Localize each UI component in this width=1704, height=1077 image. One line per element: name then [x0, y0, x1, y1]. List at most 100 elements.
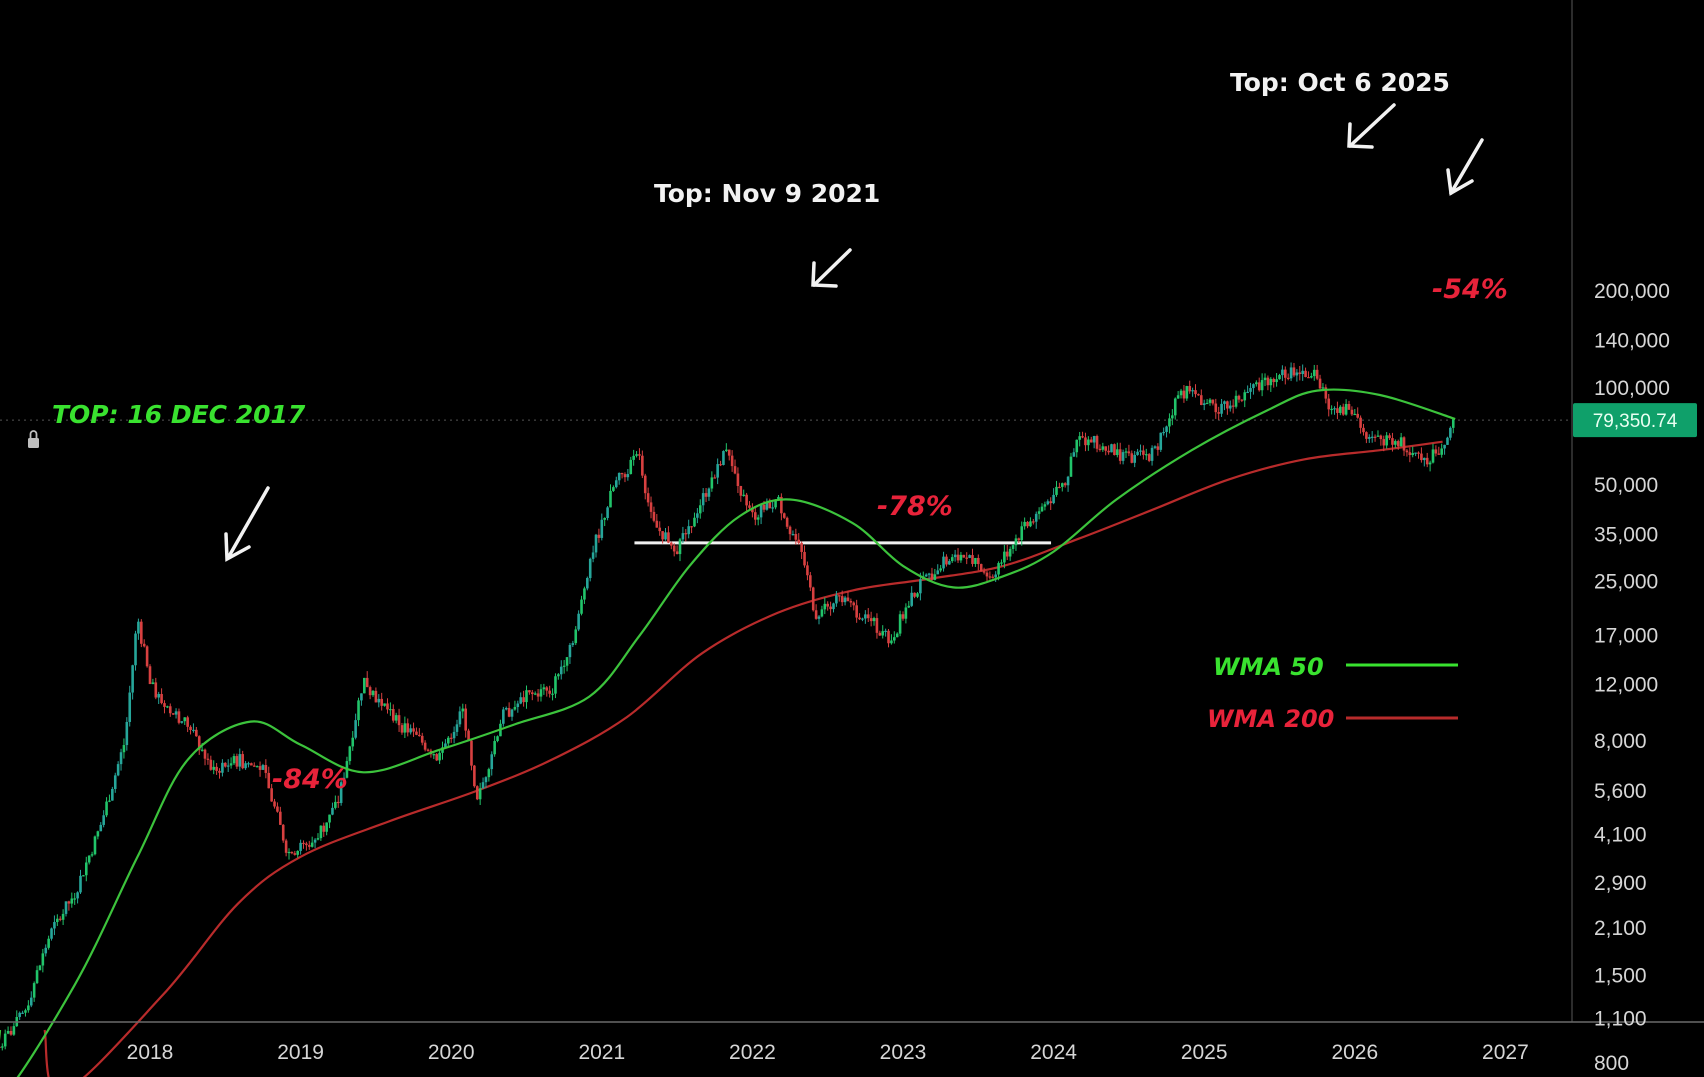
candle-body: [148, 666, 152, 685]
candle-body: [244, 763, 247, 769]
candle-body: [655, 520, 659, 528]
candle-body: [571, 643, 575, 645]
candle-body: [1188, 386, 1192, 392]
candle-body: [151, 682, 155, 685]
candle-body: [1266, 377, 1270, 386]
candle-body: [403, 723, 407, 733]
candle-body: [1040, 506, 1044, 512]
candle-body: [1179, 390, 1183, 396]
candle-body: [864, 614, 867, 619]
candle-body: [739, 486, 743, 496]
candle-body: [9, 1030, 13, 1035]
candle-body: [426, 749, 430, 751]
candle-body: [890, 640, 893, 644]
candle-body: [594, 534, 598, 553]
candle-body: [391, 709, 395, 721]
candle-body: [956, 554, 960, 561]
candle-body: [696, 513, 699, 518]
candle-body: [1440, 448, 1443, 455]
candle-body: [646, 493, 650, 503]
price-tick-label: 8,000: [1594, 730, 1647, 753]
candle-body: [1034, 513, 1038, 522]
candle-body: [1240, 399, 1244, 401]
candle-body: [232, 756, 236, 764]
candle-body: [279, 811, 282, 825]
annotations-group: TOP: 16 DEC 2017 Top: Nov 9 2021 Top: Oc…: [28, 68, 1508, 795]
candle-body: [1171, 415, 1174, 419]
candle-body: [348, 746, 352, 762]
candle-body: [1373, 436, 1377, 438]
candle-body: [916, 593, 919, 597]
candle-body: [490, 754, 494, 770]
candle-body: [713, 477, 717, 479]
candle-body: [0, 1046, 1, 1048]
candle-body: [1032, 521, 1035, 523]
candle-body: [835, 595, 838, 604]
candle-body: [780, 496, 783, 514]
candle-body: [1379, 435, 1383, 440]
candle-body: [904, 607, 908, 619]
candle-body: [1388, 435, 1391, 439]
candle-body: [820, 609, 824, 617]
candle-body: [884, 630, 887, 632]
candle-body: [774, 499, 777, 508]
candle-body: [1307, 377, 1310, 379]
candle-body: [948, 561, 951, 565]
candle-body: [1339, 406, 1342, 413]
annotation-drawdown-78: -78%: [877, 491, 953, 522]
price-tick-label: 100,000: [1594, 377, 1670, 400]
candle-body: [447, 737, 450, 744]
candle-body: [898, 614, 902, 634]
candle-body: [1084, 437, 1087, 446]
candle-body: [435, 754, 439, 761]
candle-body: [183, 717, 187, 722]
candle-body: [1014, 538, 1018, 546]
candle-body: [351, 737, 355, 747]
candle-body: [794, 534, 798, 540]
candle-body: [1142, 450, 1145, 455]
candle-body: [6, 1030, 10, 1034]
price-axis[interactable]: 200,000 140,000 100,000 50,000 35,000 25,000 1…: [1594, 280, 1670, 1075]
candle-body: [215, 766, 218, 771]
candle-body: [1165, 426, 1168, 432]
candle-body: [380, 698, 383, 706]
candle-body: [3, 1033, 7, 1047]
candle-body: [441, 747, 444, 753]
candle-body: [206, 758, 210, 760]
price-tick-label: 35,000: [1594, 524, 1658, 547]
candle-body: [157, 694, 160, 698]
candle-body: [316, 838, 320, 840]
candle-body: [849, 600, 853, 603]
candle-body: [328, 814, 331, 823]
candle-body: [61, 913, 65, 920]
time-axis[interactable]: 2018 2019 2020 2021 2022 2023 2024 2025 2026 2027: [127, 1041, 1529, 1064]
candle-body: [171, 713, 175, 715]
price-tick-label: 25,000: [1594, 571, 1658, 594]
candle-body: [21, 1012, 24, 1014]
candle-body: [212, 766, 216, 770]
current-price-label: 79,350.74: [1593, 411, 1678, 432]
candle-body: [1255, 382, 1258, 385]
candle-body: [487, 769, 491, 778]
candle-body: [1130, 453, 1134, 463]
candle-body: [1385, 435, 1388, 446]
current-price-badge: [1573, 403, 1697, 438]
candle-body: [305, 843, 308, 846]
candle-body: [131, 665, 134, 693]
candle-body: [1017, 538, 1021, 541]
candle-body: [1208, 399, 1212, 403]
candle-body: [1150, 447, 1154, 461]
candle-body: [840, 596, 844, 603]
candle-body: [293, 853, 297, 855]
candle-body: [609, 490, 612, 508]
candle-body: [1394, 441, 1397, 445]
candle-body: [997, 563, 1000, 575]
candle-body: [1434, 449, 1438, 454]
candle-body: [1362, 427, 1365, 433]
candle-body: [186, 717, 189, 727]
candle-body: [910, 592, 913, 606]
candle-body: [730, 455, 734, 467]
candle-body: [1341, 406, 1345, 415]
candle-body: [1098, 448, 1102, 450]
